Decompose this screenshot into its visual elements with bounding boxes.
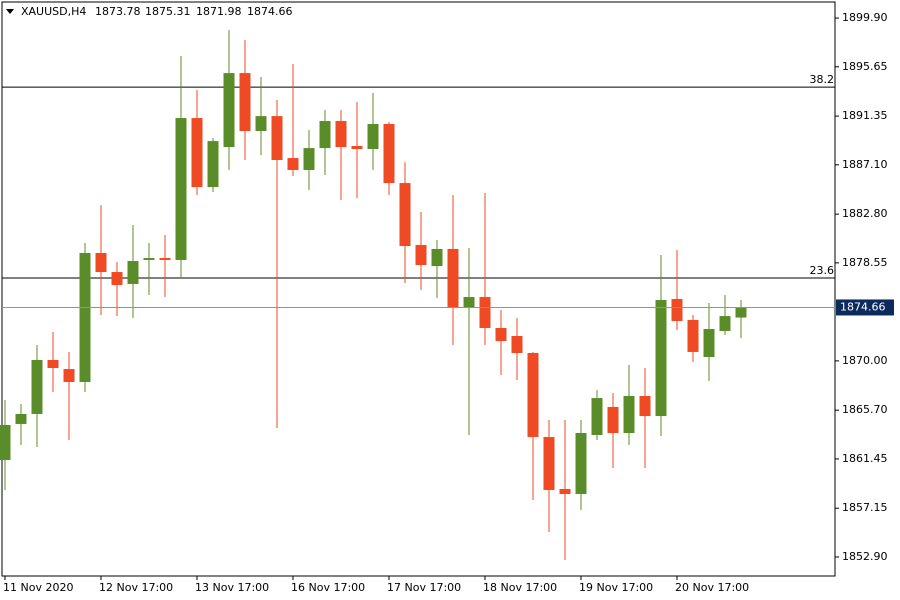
x-tick-label: 19 Nov 17:00 — [579, 581, 653, 594]
price-tag — [836, 299, 894, 316]
candle-body — [463, 297, 475, 309]
candle-body — [175, 118, 187, 260]
y-tick-label: 1895.65 — [842, 60, 888, 73]
candle-body — [223, 73, 235, 148]
candle-body — [559, 488, 571, 495]
y-tick-label: 1891.35 — [842, 109, 888, 122]
plot-frame — [1, 1, 836, 577]
candle-body — [159, 258, 171, 260]
candle-body — [287, 158, 299, 170]
candle-body — [735, 307, 747, 318]
candle-body — [447, 248, 459, 309]
x-tick-label: 18 Nov 17:00 — [483, 581, 557, 594]
candle-body — [335, 121, 347, 148]
candle-body — [303, 148, 315, 170]
y-tick-label: 1861.45 — [842, 452, 888, 465]
candle-body — [623, 395, 635, 434]
x-tick-label: 16 Nov 17:00 — [291, 581, 365, 594]
candle-body — [495, 327, 507, 342]
y-tick-label: 1870.00 — [842, 354, 888, 367]
candle-body — [575, 433, 587, 495]
y-tick-label: 1887.10 — [842, 158, 888, 171]
candle-body — [319, 121, 331, 149]
y-tick-label: 1865.70 — [842, 403, 888, 416]
candle-body — [367, 124, 379, 149]
x-tick-label: 12 Nov 17:00 — [99, 581, 173, 594]
candle-body — [543, 437, 555, 491]
candle-body — [207, 141, 219, 188]
candle-body — [703, 329, 715, 357]
header-low: 1871.98 — [196, 5, 242, 18]
candle-body — [687, 319, 699, 352]
header-open: 1873.78 — [95, 5, 141, 18]
y-tick-label: 1878.55 — [842, 256, 888, 269]
y-tick-label: 1857.15 — [842, 501, 888, 514]
candle-body — [351, 146, 363, 149]
candle-body — [239, 73, 251, 131]
candle-body — [143, 258, 155, 260]
x-tick-label: 13 Nov 17:00 — [195, 581, 269, 594]
candle-body — [271, 116, 283, 161]
candle-body — [591, 398, 603, 435]
x-tick-label: 20 Nov 17:00 — [675, 581, 749, 594]
x-tick-label: 11 Nov 2020 — [3, 581, 73, 594]
candle-body — [47, 359, 59, 369]
candle-body — [479, 297, 491, 328]
candle-body — [607, 406, 619, 434]
chart-title: XAUUSD,H4 — [21, 5, 86, 18]
candle-body — [719, 316, 731, 331]
candle-body — [431, 248, 443, 267]
y-tick-label: 1899.90 — [842, 11, 888, 24]
level-label: 38.2 — [810, 73, 835, 86]
candle-body — [655, 300, 667, 417]
header-close: 1874.66 — [247, 5, 293, 18]
candle-body — [95, 252, 107, 273]
candle-body — [511, 336, 523, 353]
candle-body — [191, 118, 203, 188]
level-label: 23.6 — [810, 264, 835, 277]
candle-body — [399, 183, 411, 247]
header-high: 1875.31 — [145, 5, 191, 18]
candle-body — [63, 369, 75, 382]
y-tick-label: 1852.90 — [842, 550, 888, 563]
price-label: 1874.66 — [840, 300, 886, 313]
candle-body — [0, 424, 11, 460]
candle-body — [255, 116, 267, 131]
candle-body — [15, 413, 27, 424]
candle-body — [527, 352, 539, 438]
candle-body — [111, 272, 123, 285]
x-tick-label: 17 Nov 17:00 — [387, 581, 461, 594]
candle-body — [31, 359, 43, 414]
candle-body — [127, 261, 139, 284]
header-arrow — [6, 9, 14, 14]
candle-body — [671, 298, 683, 321]
candle-body — [415, 244, 427, 266]
candle-body — [79, 252, 91, 382]
y-tick-label: 1882.80 — [842, 207, 888, 220]
candle-body — [383, 124, 395, 184]
candle-body — [639, 395, 651, 417]
